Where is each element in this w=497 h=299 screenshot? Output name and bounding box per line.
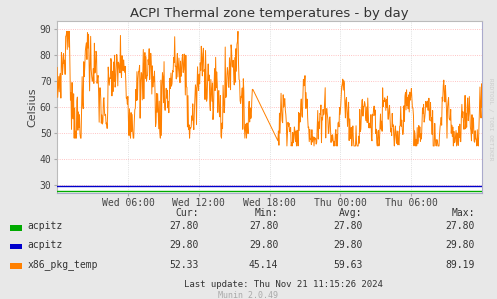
Text: acpitz: acpitz <box>27 221 63 231</box>
Text: 59.63: 59.63 <box>333 260 363 270</box>
Text: 29.80: 29.80 <box>169 240 199 250</box>
Text: 27.80: 27.80 <box>169 221 199 231</box>
Text: 29.80: 29.80 <box>333 240 363 250</box>
Text: 27.80: 27.80 <box>249 221 278 231</box>
Text: Munin 2.0.49: Munin 2.0.49 <box>219 291 278 299</box>
Y-axis label: Celsius: Celsius <box>27 87 37 127</box>
Text: acpitz: acpitz <box>27 240 63 250</box>
Title: ACPI Thermal zone temperatures - by day: ACPI Thermal zone temperatures - by day <box>130 7 409 20</box>
Text: 52.33: 52.33 <box>169 260 199 270</box>
Text: 29.80: 29.80 <box>445 240 475 250</box>
Text: Avg:: Avg: <box>339 208 363 218</box>
Text: Max:: Max: <box>451 208 475 218</box>
Text: 29.80: 29.80 <box>249 240 278 250</box>
Text: x86_pkg_temp: x86_pkg_temp <box>27 259 98 270</box>
Text: Last update: Thu Nov 21 11:15:26 2024: Last update: Thu Nov 21 11:15:26 2024 <box>184 280 383 289</box>
Text: Min:: Min: <box>255 208 278 218</box>
Text: 27.80: 27.80 <box>445 221 475 231</box>
Text: Cur:: Cur: <box>175 208 199 218</box>
Text: 45.14: 45.14 <box>249 260 278 270</box>
Text: 89.19: 89.19 <box>445 260 475 270</box>
Text: 27.80: 27.80 <box>333 221 363 231</box>
Text: RRDTOOL / TOBI OETIKER: RRDTOOL / TOBI OETIKER <box>489 78 494 161</box>
